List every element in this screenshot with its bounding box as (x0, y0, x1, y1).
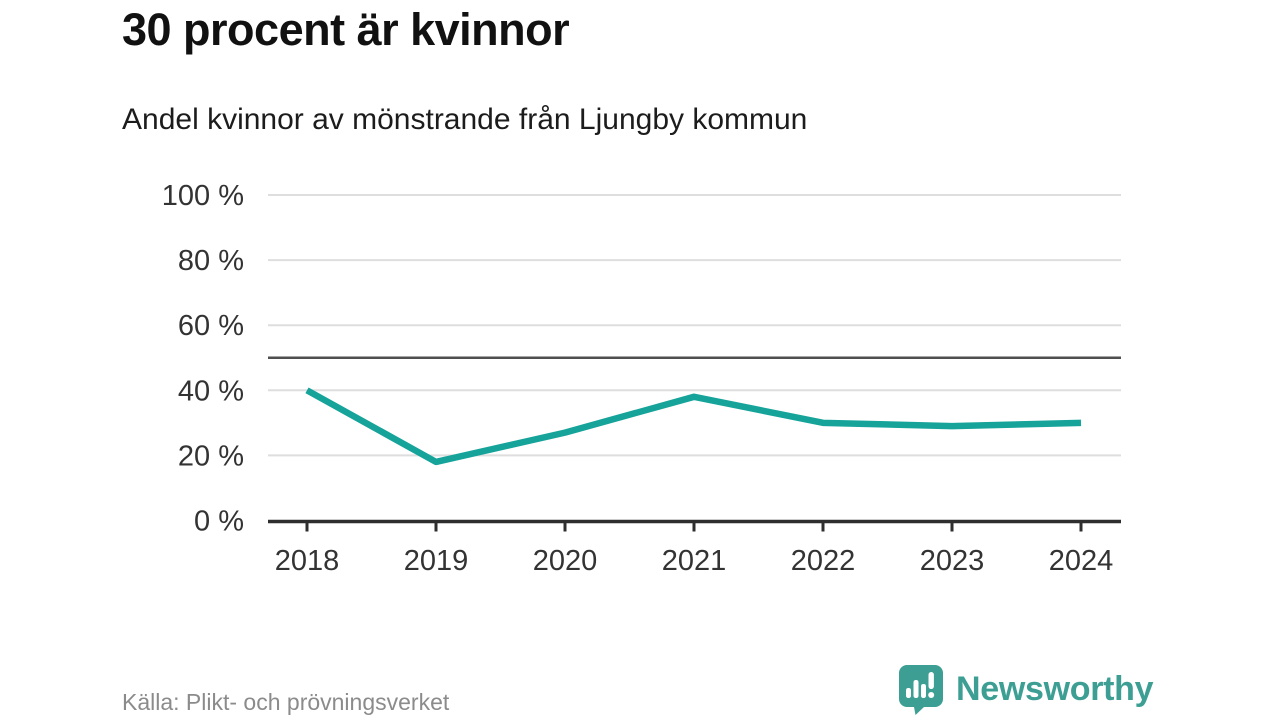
x-axis-labels: 2018 2019 2020 2021 2022 2023 2024 (275, 545, 1114, 577)
y-tick-label: 0 % (194, 506, 244, 538)
x-axis-layer (268, 519, 1121, 532)
source-note: Källa: Plikt- och prövningsverket (122, 689, 450, 715)
line-chart-plot: 0 % 20 % 40 % 60 % 80 % 100 % 2018 2019 2020 202… (162, 180, 1121, 577)
chart-subtitle: Andel kvinnor av mönstrande från Ljungby… (122, 103, 808, 136)
x-tick-label: 2024 (1049, 545, 1114, 577)
series-layer (305, 387, 1082, 466)
x-tick-label: 2022 (791, 545, 856, 577)
y-tick-label: 80 % (178, 245, 244, 277)
x-tick-label: 2023 (920, 545, 985, 577)
chart-title: 30 procent är kvinnor (122, 4, 570, 55)
newsworthy-logo-text: Newsworthy (956, 669, 1154, 708)
series-line (305, 387, 1082, 466)
newsworthy-bubble-barchart-icon (899, 665, 943, 715)
x-tick-label: 2018 (275, 545, 340, 577)
x-tick-label: 2021 (662, 545, 727, 577)
x-tick-label: 2020 (533, 545, 598, 577)
logo-bars (906, 672, 935, 698)
y-tick-label: 40 % (178, 375, 244, 407)
newsworthy-logo: Newsworthy (897, 663, 1154, 715)
gridlines-layer (268, 194, 1121, 457)
y-tick-label: 20 % (178, 440, 244, 472)
y-tick-label: 100 % (162, 180, 244, 212)
y-axis-labels: 0 % 20 % 40 % 60 % 80 % 100 % (162, 180, 244, 538)
y-tick-label: 60 % (178, 310, 244, 342)
x-tick-label: 2019 (404, 545, 469, 577)
